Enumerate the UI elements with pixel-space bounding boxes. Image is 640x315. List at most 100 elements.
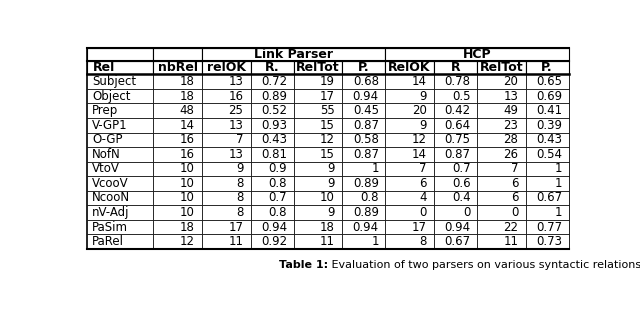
Bar (294, 103, 342, 118)
Bar (477, 220, 525, 234)
Bar (294, 61, 342, 74)
Text: NofN: NofN (92, 148, 121, 161)
Bar (88, 118, 154, 133)
Bar (202, 48, 251, 61)
Bar (342, 133, 385, 147)
Bar (251, 234, 294, 249)
Bar (251, 220, 294, 234)
Text: 16: 16 (180, 133, 195, 146)
Bar (88, 48, 568, 249)
Bar (385, 191, 434, 205)
Bar (294, 162, 342, 176)
Bar (477, 89, 525, 103)
Text: 1: 1 (555, 162, 562, 175)
Text: 13: 13 (228, 148, 243, 161)
Bar (202, 220, 251, 234)
Bar (154, 118, 202, 133)
Bar (202, 118, 251, 133)
Bar (525, 103, 568, 118)
Bar (202, 61, 251, 74)
Text: 0.89: 0.89 (261, 90, 287, 103)
Text: 0.77: 0.77 (536, 220, 562, 233)
Bar (525, 61, 568, 74)
Bar (434, 133, 477, 147)
Text: 9: 9 (328, 206, 335, 219)
Bar (525, 133, 568, 147)
Text: 13: 13 (504, 90, 518, 103)
Bar (154, 61, 202, 74)
Bar (202, 191, 251, 205)
Text: 0.75: 0.75 (444, 133, 470, 146)
Bar (385, 118, 434, 133)
Text: 7: 7 (419, 162, 427, 175)
Bar (251, 162, 294, 176)
Bar (202, 176, 251, 191)
Bar (385, 74, 434, 89)
Bar (342, 103, 385, 118)
Bar (525, 74, 568, 89)
Text: 0.4: 0.4 (452, 192, 470, 204)
Text: 0.67: 0.67 (536, 192, 562, 204)
Bar (525, 220, 568, 234)
Bar (202, 191, 251, 205)
Bar (477, 133, 525, 147)
Text: nbRel: nbRel (157, 61, 198, 74)
Bar (385, 205, 434, 220)
Bar (477, 191, 525, 205)
Text: 0.41: 0.41 (536, 104, 562, 117)
Bar (525, 191, 568, 205)
Bar (251, 133, 294, 147)
Text: 0.81: 0.81 (261, 148, 287, 161)
Bar (342, 48, 385, 61)
Text: 0.7: 0.7 (452, 162, 470, 175)
Bar (154, 118, 202, 133)
Bar (385, 133, 434, 147)
Bar (294, 220, 342, 234)
Text: 7: 7 (511, 162, 518, 175)
Text: 11: 11 (503, 235, 518, 248)
Bar (434, 74, 477, 89)
Text: 1: 1 (371, 235, 379, 248)
Bar (342, 191, 385, 205)
Bar (525, 176, 568, 191)
Bar (154, 133, 202, 147)
Bar (342, 74, 385, 89)
Bar (342, 234, 385, 249)
Bar (385, 147, 434, 162)
Text: 19: 19 (320, 75, 335, 88)
Text: 0.94: 0.94 (353, 90, 379, 103)
Bar (477, 234, 525, 249)
Bar (88, 89, 154, 103)
Bar (385, 220, 434, 234)
Bar (434, 176, 477, 191)
Bar (154, 147, 202, 162)
Bar (477, 61, 525, 74)
Bar (525, 147, 568, 162)
Text: 8: 8 (236, 177, 243, 190)
Bar (525, 205, 568, 220)
Bar (434, 234, 477, 249)
Text: 10: 10 (180, 177, 195, 190)
Bar (477, 205, 525, 220)
Bar (342, 103, 385, 118)
Text: 0.9: 0.9 (269, 162, 287, 175)
Text: 0.87: 0.87 (444, 148, 470, 161)
Text: RelTot: RelTot (479, 61, 523, 74)
Text: 13: 13 (228, 119, 243, 132)
Bar (525, 176, 568, 191)
Bar (434, 176, 477, 191)
Bar (342, 89, 385, 103)
Text: 20: 20 (504, 75, 518, 88)
Bar (342, 205, 385, 220)
Bar (202, 133, 251, 147)
Bar (154, 191, 202, 205)
Bar (88, 162, 154, 176)
Text: HCP: HCP (463, 48, 492, 61)
Bar (385, 74, 434, 89)
Bar (477, 147, 525, 162)
Bar (88, 220, 154, 234)
Bar (434, 103, 477, 118)
Text: R.: R. (265, 61, 280, 74)
Text: 16: 16 (228, 90, 243, 103)
Bar (294, 133, 342, 147)
